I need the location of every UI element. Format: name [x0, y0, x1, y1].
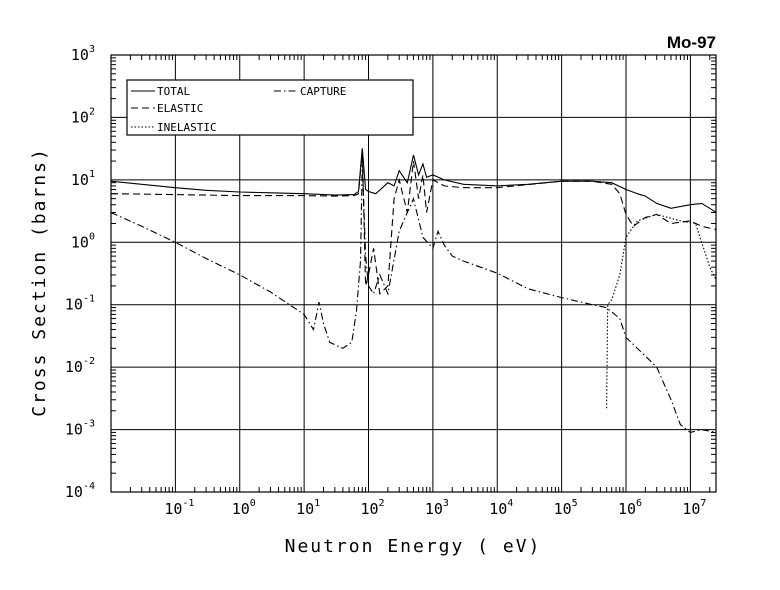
y-tick-label-exponent: 3: [89, 44, 95, 55]
x-tick-label-exponent: 1: [314, 498, 320, 509]
x-tick-label-base: 10: [425, 500, 443, 518]
x-tick-label-base: 10: [232, 500, 250, 518]
x-tick-label-exponent: -1: [182, 498, 194, 509]
x-tick-label: 103: [425, 498, 449, 518]
y-tick-label-base: 10: [71, 171, 89, 189]
x-tick-label-base: 10: [296, 500, 314, 518]
y-tick-label: 103: [71, 44, 95, 64]
x-tick-label-exponent: 5: [572, 498, 578, 509]
x-tick-label-base: 10: [360, 500, 378, 518]
series-line: [111, 148, 716, 213]
legend-label: INELASTIC: [157, 121, 217, 134]
x-tick-label-exponent: 0: [250, 498, 256, 509]
y-tick-label-base: 10: [71, 233, 89, 251]
x-tick-label-exponent: 7: [700, 498, 706, 509]
x-tick-label-base: 10: [489, 500, 507, 518]
x-tick-label: 104: [489, 498, 513, 518]
y-tick-label: 10-4: [65, 481, 95, 501]
y-tick-label: 100: [71, 231, 95, 251]
y-tick-label-base: 10: [71, 46, 89, 64]
y-tick-label-exponent: -1: [83, 294, 95, 305]
x-tick-label-base: 10: [164, 500, 182, 518]
series-line: [111, 150, 716, 295]
chart-title: Mo-97: [667, 33, 716, 52]
y-tick-label-exponent: 1: [89, 169, 95, 180]
x-tick-label-base: 10: [618, 500, 636, 518]
y-tick-label-base: 10: [65, 296, 83, 314]
legend-label: ELASTIC: [157, 102, 203, 115]
series-line: [606, 213, 716, 409]
legend-label: TOTAL: [157, 85, 190, 98]
y-tick-label-exponent: -2: [83, 356, 95, 367]
y-tick-label: 102: [71, 106, 95, 126]
y-tick-label-base: 10: [65, 358, 83, 376]
y-tick-label-exponent: -3: [83, 419, 95, 430]
x-axis-label: Neutron Energy ( eV): [285, 536, 542, 557]
x-tick-label: 101: [296, 498, 320, 518]
legend-box: [126, 79, 414, 136]
x-tick-label: 105: [554, 498, 578, 518]
y-tick-label: 10-2: [65, 356, 95, 376]
y-tick-label-exponent: 2: [89, 106, 95, 117]
x-tick-label: 102: [360, 498, 384, 518]
x-tick-label: 100: [232, 498, 256, 518]
x-tick-label: 10-1: [164, 498, 194, 518]
x-tick-label: 107: [682, 498, 706, 518]
x-tick-label: 106: [618, 498, 642, 518]
y-tick-label-base: 10: [65, 483, 83, 501]
y-tick-label-base: 10: [65, 421, 83, 439]
y-tick-label: 101: [71, 169, 95, 189]
y-tick-label-base: 10: [71, 108, 89, 126]
x-tick-label-base: 10: [682, 500, 700, 518]
y-tick-label: 10-1: [65, 294, 95, 314]
series-line: [111, 161, 716, 433]
y-tick-label: 10-3: [65, 419, 95, 439]
y-axis-label: Cross Section (barns): [29, 147, 50, 417]
x-tick-label-exponent: 3: [443, 498, 449, 509]
x-tick-label-exponent: 2: [379, 498, 385, 509]
y-tick-label-exponent: 0: [89, 231, 95, 242]
x-tick-label-base: 10: [554, 500, 572, 518]
legend-label: CAPTURE: [300, 85, 346, 98]
x-tick-label-exponent: 6: [636, 498, 642, 509]
x-tick-label-exponent: 4: [507, 498, 513, 509]
y-tick-label-exponent: -4: [83, 481, 95, 492]
